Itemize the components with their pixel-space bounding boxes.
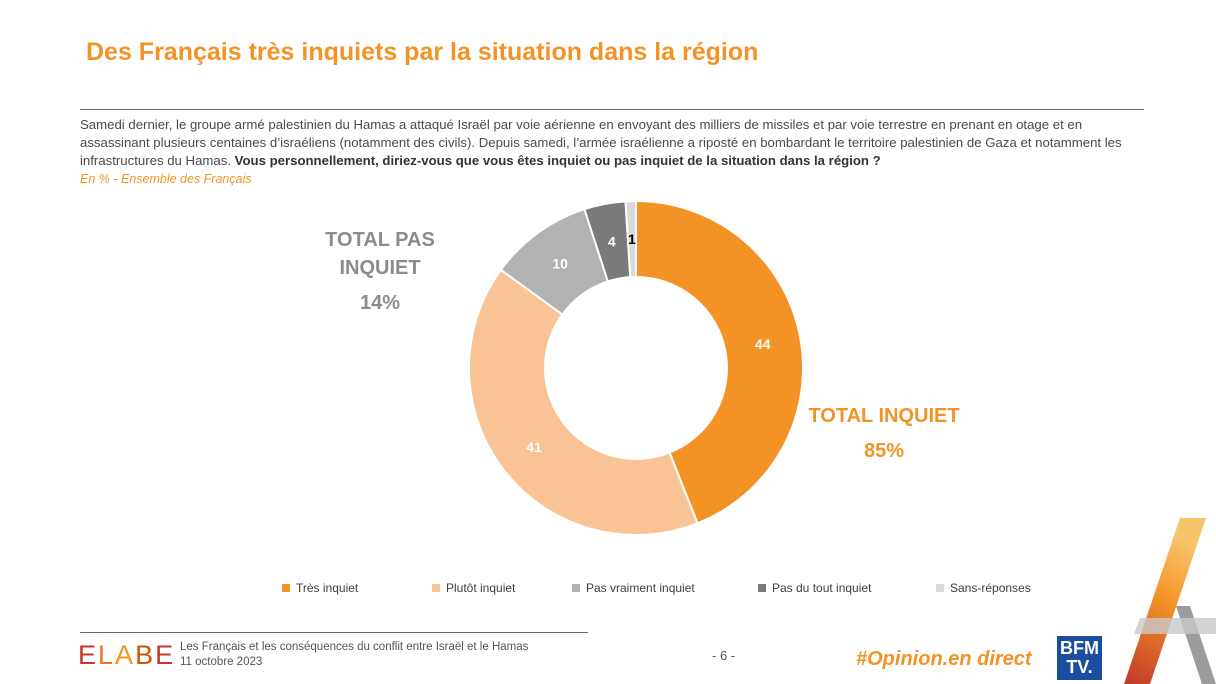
total-pas-inquiet: TOTAL PAS INQUIET 14% [290,226,470,315]
bfm-logo-line1: BFM [1060,638,1099,658]
legend-swatch [282,584,290,592]
logo-letter: E [78,640,99,670]
opinion-hashtag: #Opinion.en direct [856,648,1032,670]
footer-date: 11 octobre 2023 [180,656,263,668]
legend-label: Plutôt inquiet [446,581,516,595]
elabe-logo: ELABE [78,640,175,671]
donut-slice [468,268,699,536]
slice-label: 41 [526,439,542,455]
donut-slice [635,199,804,525]
legend-swatch [432,584,440,592]
legend-label: Sans-réponses [950,581,1031,595]
decor-shape-orange [1124,518,1206,684]
legend-swatch [572,584,580,592]
total-inquiet: TOTAL INQUIET 85% [802,402,966,463]
logo-letter: L [98,640,116,670]
corner-decoration [1124,518,1216,684]
total-inquiet-label: TOTAL INQUIET [808,405,960,427]
legend-item: Pas du tout inquiet [758,581,871,595]
total-pas-inquiet-value: 14% [359,292,401,314]
logo-letter: E [155,640,176,670]
legend-label: Pas du tout inquiet [772,581,872,595]
page-number: - 6 - [712,648,736,663]
legend-swatch [936,584,944,592]
legend-label: Très inquiet [296,581,359,595]
slice-label: 44 [755,336,771,352]
legend-item: Plutôt inquiet [432,581,515,595]
page-title: Des Français très inquiets par la situat… [86,38,759,66]
decor-shape-bar [1134,618,1216,634]
logo-letter: A [115,640,136,670]
intro-text: Samedi dernier, le groupe armé palestini… [80,116,1144,171]
slice-label: 10 [552,256,568,272]
slice-label: 4 [608,233,616,249]
top-divider [80,109,1144,110]
legend-item: Pas vraiment inquiet [572,581,695,595]
footer-info: Les Français et les conséquences du conf… [180,640,528,670]
legend-item: Sans-réponses [936,581,1031,595]
slice-label: 1 [628,231,636,247]
total-inquiet-value: 85% [863,440,905,462]
bfm-logo-line2: TV. [1066,657,1093,677]
bfmtv-logo: BFM TV. [1057,636,1102,680]
footer-divider [80,632,588,633]
decor-shape-grey [1176,606,1216,684]
logo-letter: B [135,640,156,670]
footer-study-title: Les Français et les conséquences du conf… [180,641,529,653]
legend-label: Pas vraiment inquiet [586,581,695,595]
legend-swatch [758,584,766,592]
legend-item: Très inquiet [282,581,358,595]
donut-slice [624,199,637,279]
base-note: En % - Ensemble des Français [80,172,252,186]
intro-question: Vous personnellement, diriez-vous que vo… [234,153,881,169]
intro-context: Samedi dernier, le groupe armé palestini… [80,117,1122,169]
total-pas-inquiet-label: TOTAL PAS INQUIET [325,229,435,279]
